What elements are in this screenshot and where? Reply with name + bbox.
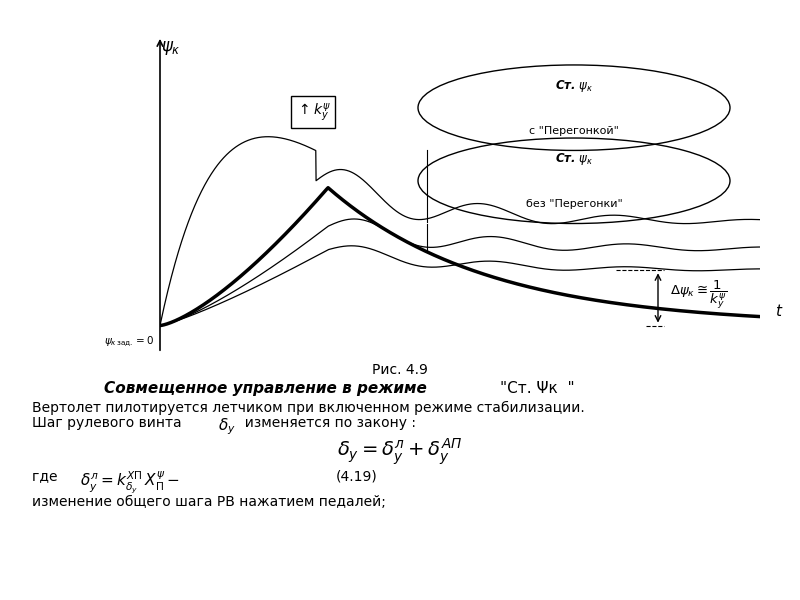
Text: Совмещенное управление в режиме: Совмещенное управление в режиме: [104, 381, 432, 396]
Text: $\delta_y^{\mathit{л}} = k_{\delta_y}^{X\Pi}\,X_\Pi^{\psi} -$: $\delta_y^{\mathit{л}} = k_{\delta_y}^{X…: [80, 469, 180, 495]
Text: $\psi_{\kappa\,\mathrm{зад.}}=0$: $\psi_{\kappa\,\mathrm{зад.}}=0$: [104, 335, 154, 349]
Text: Вертолет пилотируется летчиком при включенном режиме стабилизации.: Вертолет пилотируется летчиком при включ…: [32, 401, 585, 415]
Text: $\delta_y$: $\delta_y$: [218, 416, 235, 437]
Text: без "Перегонки": без "Перегонки": [526, 199, 622, 209]
Text: $t$: $t$: [775, 302, 783, 319]
Text: изменяется по закону :: изменяется по закону :: [236, 416, 416, 430]
Text: изменение общего шага РВ нажатием педалей;: изменение общего шага РВ нажатием педале…: [32, 495, 386, 509]
Text: $\delta_y = \delta_y^{\mathit{л}} + \delta_y^{\mathit{АП}}$: $\delta_y = \delta_y^{\mathit{л}} + \del…: [338, 437, 462, 467]
Text: (4.19): (4.19): [336, 469, 378, 483]
Text: Рис. 4.9: Рис. 4.9: [372, 363, 428, 377]
Text: "Ст. Ψк  ": "Ст. Ψк ": [500, 381, 574, 396]
Text: Ст. $\psi_\kappa$: Ст. $\psi_\kappa$: [554, 78, 594, 94]
Text: $\uparrow k_y^\psi$: $\uparrow k_y^\psi$: [296, 101, 330, 123]
Text: $\psi_\kappa$: $\psi_\kappa$: [161, 39, 181, 57]
Text: с "Перегонкой": с "Перегонкой": [529, 125, 619, 136]
Text: $\Delta\psi_\kappa \cong \dfrac{1}{k_y^\psi}$: $\Delta\psi_\kappa \cong \dfrac{1}{k_y^\…: [670, 279, 727, 311]
Text: Шаг рулевого винта: Шаг рулевого винта: [32, 416, 190, 430]
Text: Ст. $\psi_\kappa$: Ст. $\psi_\kappa$: [554, 151, 594, 167]
Text: где: где: [32, 469, 66, 483]
